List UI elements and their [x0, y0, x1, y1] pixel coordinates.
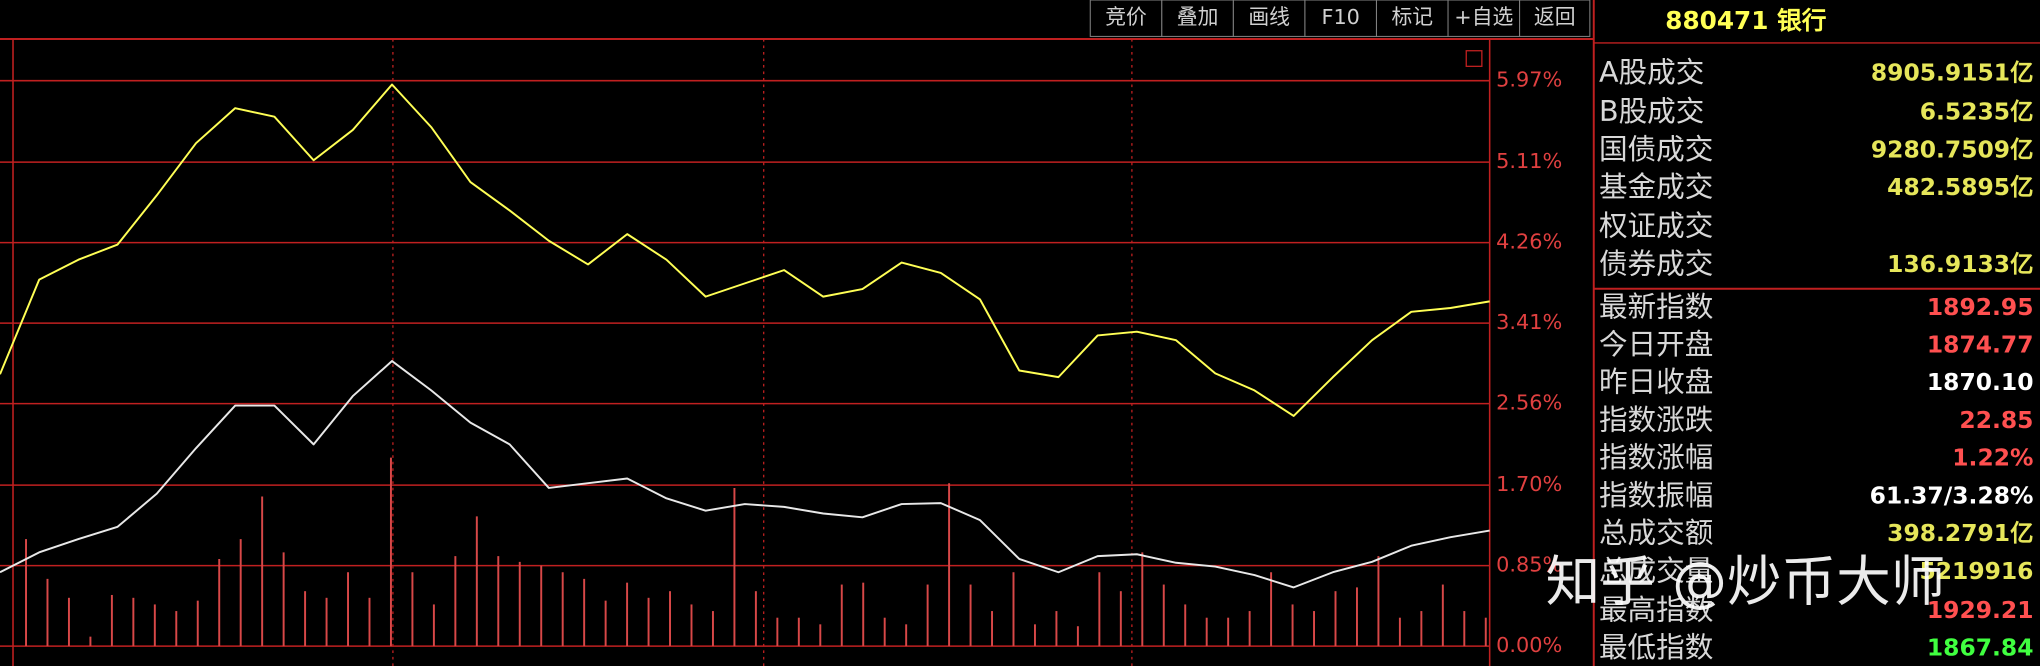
- y-tick-label: 0.85%: [1496, 553, 1562, 577]
- toolbar-label: 画线: [1248, 5, 1290, 29]
- toolbar-button[interactable]: [1447, 0, 1521, 37]
- toolbar-label: 标记: [1391, 5, 1433, 29]
- row-value: 1892.95: [1927, 293, 2034, 321]
- row-value: 1874.77: [1927, 331, 2034, 359]
- row-label: 今日开盘: [1599, 327, 1713, 361]
- row-value: 1870.10: [1927, 368, 2034, 396]
- row-label: 债券成交: [1599, 246, 1713, 280]
- row-label: 最新指数: [1599, 289, 1713, 323]
- toolbar-button[interactable]: [1375, 0, 1449, 37]
- row-label: 基金成交: [1599, 170, 1713, 204]
- toolbar-button[interactable]: [1519, 0, 1591, 37]
- y-tick-label: 5.11%: [1496, 149, 1562, 173]
- price-line: [0, 360, 1490, 589]
- y-tick-label: 3.41%: [1496, 310, 1562, 334]
- toolbar-label: +自选: [1454, 5, 1513, 29]
- row-label: 国债成交: [1599, 132, 1713, 166]
- watermark: 知乎 @炒币大师: [1546, 549, 1946, 613]
- row-label: 总成交额: [1599, 516, 1713, 550]
- row-label: 昨日收盘: [1599, 365, 1713, 399]
- y-tick-label: 0.00%: [1496, 633, 1562, 657]
- corner-icon[interactable]: [1465, 50, 1483, 67]
- row-value: 1.22%: [1952, 444, 2033, 472]
- row-value: 8905.9151亿: [1871, 59, 2034, 87]
- row-label: 总成交量: [1599, 553, 1713, 587]
- row-label: B股成交: [1599, 94, 1704, 128]
- row-label: 权证成交: [1599, 209, 1713, 243]
- row-label: 最低指数: [1599, 630, 1713, 664]
- toolbar-label: 返回: [1534, 5, 1576, 29]
- row-value: 136.9133亿: [1887, 250, 2033, 278]
- row-label: 最高指数: [1599, 592, 1713, 626]
- row-value: 1929.21: [1927, 596, 2034, 624]
- toolbar-label: F10: [1321, 5, 1359, 29]
- row-value: 398.2791亿: [1887, 519, 2033, 547]
- panel-title: 880471 银行: [1665, 6, 1826, 35]
- row-value: 6.5235亿: [1920, 98, 2034, 126]
- row-label: 指数振幅: [1599, 478, 1713, 512]
- row-value: 9280.7509亿: [1871, 135, 2034, 163]
- y-tick-label: 4.26%: [1496, 230, 1562, 254]
- toolbar-label: 叠加: [1177, 5, 1219, 29]
- row-label: 指数涨幅: [1599, 440, 1713, 474]
- row-label: A股成交: [1599, 55, 1704, 89]
- y-tick-label: 2.56%: [1496, 391, 1562, 415]
- row-value: 1867.84: [1927, 634, 2034, 662]
- row-value: 22.85: [1959, 406, 2033, 434]
- toolbar-button[interactable]: [1089, 0, 1163, 37]
- row-value: 61.37/3.28%: [1870, 481, 2034, 509]
- row-value: 5219916: [1919, 557, 2033, 585]
- toolbar-label: 竞价: [1105, 5, 1147, 29]
- y-tick-label: 1.70%: [1496, 472, 1562, 496]
- price-line: [0, 83, 1490, 417]
- row-label: 指数涨跌: [1599, 402, 1713, 436]
- toolbar-button[interactable]: [1161, 0, 1234, 37]
- y-tick-label: 5.97%: [1496, 68, 1562, 92]
- row-value: 482.5895亿: [1887, 173, 2033, 201]
